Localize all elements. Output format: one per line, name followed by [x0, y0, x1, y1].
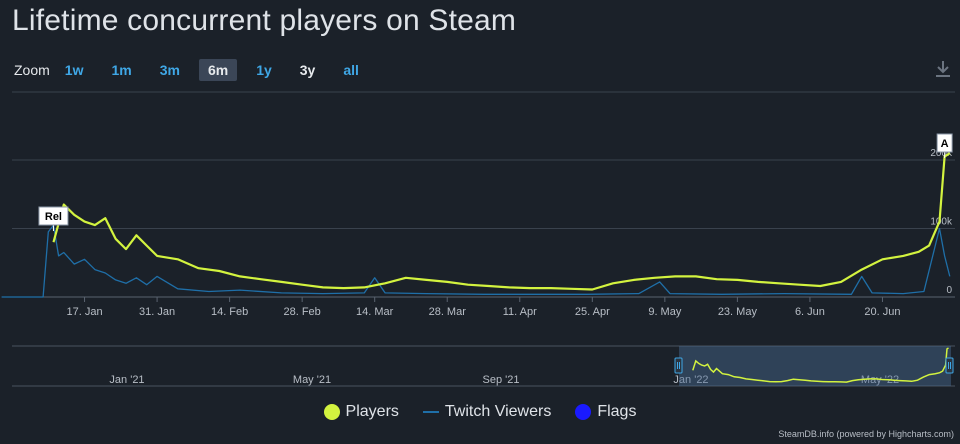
legend-flags-dot [575, 404, 592, 420]
x-tick-label: 6. Jun [795, 306, 825, 318]
navigator-tick-label: May '21 [293, 374, 331, 386]
navigator-handle-right[interactable] [945, 357, 954, 374]
x-tick-label: 9. May [648, 306, 682, 318]
zoom-1m-button[interactable]: 1m [111, 62, 132, 78]
navigator-handle-left[interactable] [674, 357, 683, 374]
zoom-6m-button[interactable]: 6m [198, 59, 238, 81]
legend-players-dot [323, 404, 340, 420]
player-chart: 0 100k 200k 17. Jan 31. Jan 14. Feb 28. Feb 14… [1, 91, 955, 387]
x-tick-label: 31. Jan [139, 306, 175, 318]
navigator-tick-label: Jan '22 [673, 374, 708, 386]
x-tick-label: 28. Mar [429, 306, 467, 318]
zoom-all-button[interactable]: all [343, 62, 359, 78]
download-icon[interactable] [932, 58, 954, 80]
zoom-1y-button[interactable]: 1y [256, 62, 272, 78]
twitch-viewers-line [1, 224, 951, 298]
x-tick-label: 25. Apr [575, 306, 610, 318]
x-tick-label: 23. May [718, 306, 758, 318]
page-title: Lifetime concurrent players on Steam [12, 4, 517, 37]
flag-box-Rel [38, 206, 69, 226]
zoom-3y-button[interactable]: 3y [299, 62, 316, 78]
x-tick-label: 20. Jun [864, 306, 900, 318]
legend-players-label: Players [345, 403, 399, 420]
zoom-1w-button[interactable]: 1w [64, 62, 84, 78]
y-tick-label: 100k [930, 217, 953, 228]
flag-box-A [936, 133, 953, 153]
navigator-players-line [692, 347, 949, 383]
legend-twitch[interactable]: Twitch Viewers [422, 403, 552, 421]
y-tick-label: 200k [930, 148, 953, 159]
x-tick-label: 14. Mar [356, 306, 394, 318]
y-tick-label: 0 [946, 285, 952, 296]
x-tick-label: 14. Feb [211, 306, 248, 318]
x-tick-label: 11. Apr [503, 306, 537, 318]
zoom-3m-button[interactable]: 3m [159, 62, 180, 78]
navigator-tick-label: Sep '21 [483, 374, 520, 386]
legend-flags[interactable]: Flags [575, 403, 636, 421]
navigator-tick-label: Jan '21 [109, 374, 144, 386]
x-tick-label: 28. Feb [283, 306, 320, 318]
zoom-label: Zoom [14, 62, 50, 78]
players-line [52, 152, 951, 291]
legend-flags-label: Flags [597, 403, 637, 420]
zoom-bar: Zoom 1w 1m 3m 6m 1y 3y all [14, 58, 378, 82]
chart-credit: SteamDB.info (powered by Highcharts.com) [778, 429, 954, 439]
x-tick-label: 17. Jan [66, 306, 102, 318]
flag-label-A: A [941, 138, 949, 150]
flag-label-Rel: Rel [45, 211, 62, 223]
legend-twitch-line [422, 411, 439, 413]
navigator-selection [679, 346, 951, 386]
legend-twitch-label: Twitch Viewers [444, 403, 552, 420]
legend-players[interactable]: Players [323, 403, 399, 421]
chart-legend: Players Twitch Viewers Flags [0, 402, 960, 422]
